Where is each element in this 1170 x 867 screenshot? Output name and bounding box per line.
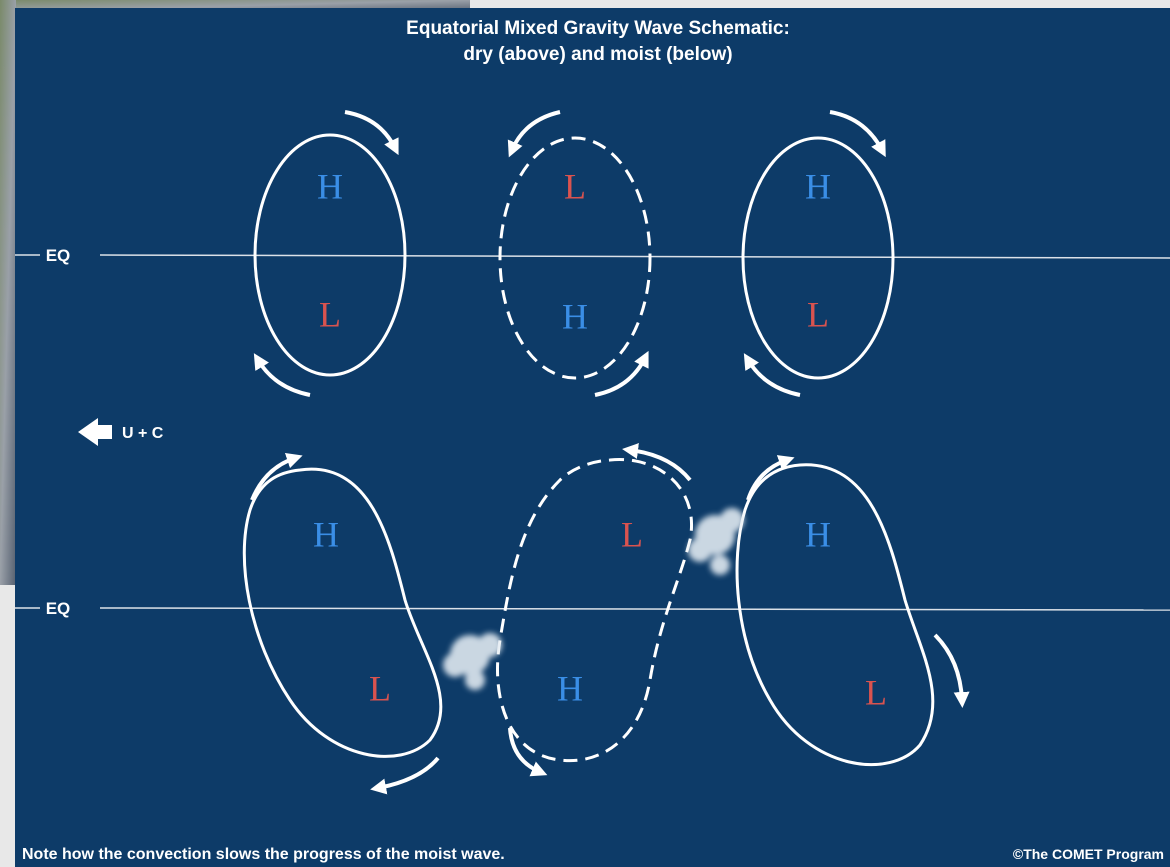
footer-note: Note how the convection slows the progre…: [22, 846, 505, 863]
high-label: H: [805, 514, 831, 554]
flow-arrow: [344, 110, 399, 156]
low-label: L: [865, 672, 887, 712]
flow-arrow: [253, 353, 311, 397]
motion-label: U + C: [122, 425, 164, 442]
high-label: H: [562, 296, 588, 336]
subtitle: dry (above) and moist (below): [463, 44, 732, 65]
equator-label: EQ: [46, 246, 71, 265]
low-label: L: [564, 166, 586, 206]
circulation-cell: [498, 136, 652, 380]
low-label: L: [621, 514, 643, 554]
circulation-cell: [496, 458, 693, 763]
low-label: L: [319, 294, 341, 334]
high-label: H: [805, 166, 831, 206]
background-image: [0, 0, 16, 585]
flow-arrow: [250, 452, 303, 501]
low-label: L: [369, 668, 391, 708]
flow-arrow: [507, 110, 561, 158]
circulation-cell: [741, 136, 895, 380]
high-label: H: [557, 668, 583, 708]
credit: ©The COMET Program: [1013, 846, 1164, 862]
flow-arrow: [743, 353, 801, 397]
motion-arrow: [78, 418, 112, 446]
convection: [443, 508, 744, 690]
equator-line: [99, 607, 1170, 611]
flow-arrow: [746, 455, 795, 501]
circulation-cell: [253, 133, 407, 377]
high-label: H: [317, 166, 343, 206]
title: Equatorial Mixed Gravity Wave Schematic:: [406, 18, 790, 39]
flow-arrow: [933, 633, 970, 708]
low-label: L: [807, 294, 829, 334]
equator-line: [99, 254, 1170, 259]
flow-arrow: [370, 756, 440, 795]
flow-arrow: [829, 110, 886, 158]
panel: [15, 8, 1170, 867]
equator-label: EQ: [46, 599, 71, 618]
circulation-cell: [242, 467, 443, 758]
flow-arrow: [508, 727, 548, 777]
flow-arrow: [594, 350, 649, 397]
flow-arrow: [622, 443, 692, 482]
high-label: H: [313, 514, 339, 554]
